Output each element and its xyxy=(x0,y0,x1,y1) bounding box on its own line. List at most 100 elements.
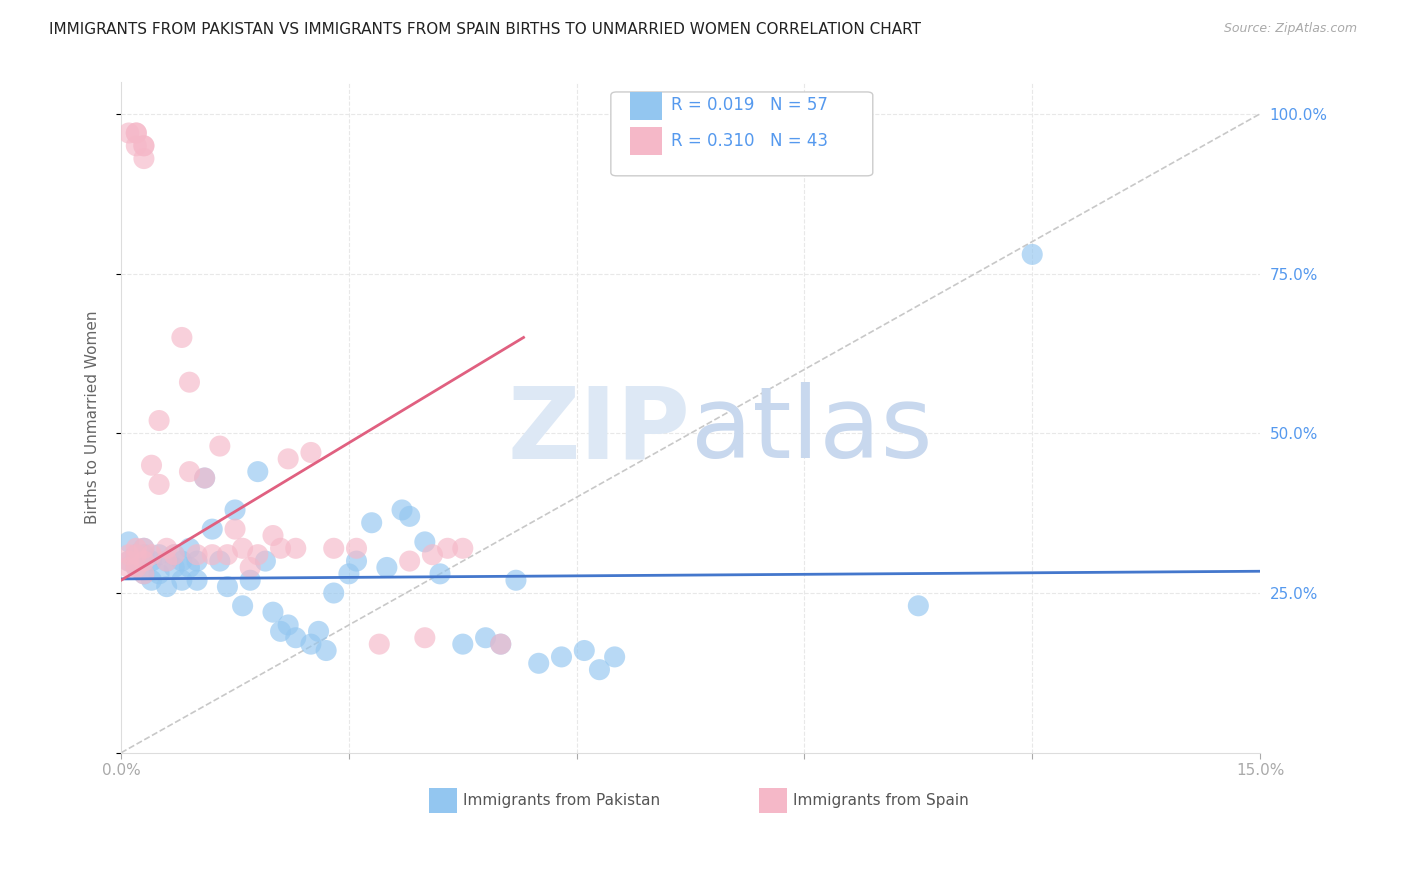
Point xyxy=(270,541,292,556)
Bar xyxy=(630,92,662,120)
Point xyxy=(1324,631,1347,645)
Point xyxy=(550,649,572,664)
Point xyxy=(299,637,322,651)
Point xyxy=(163,548,186,562)
Point xyxy=(125,126,148,140)
Point xyxy=(132,541,155,556)
Point xyxy=(322,541,344,556)
Point xyxy=(603,649,626,664)
Text: atlas: atlas xyxy=(690,383,932,479)
Point xyxy=(217,548,239,562)
Point xyxy=(208,439,231,453)
Point xyxy=(284,631,307,645)
Point xyxy=(527,657,550,671)
Point xyxy=(232,599,254,613)
Point xyxy=(186,554,208,568)
Point xyxy=(451,541,474,556)
Text: Immigrants from Pakistan: Immigrants from Pakistan xyxy=(463,793,659,808)
Point xyxy=(489,637,512,651)
Point xyxy=(201,548,224,562)
Text: Immigrants from Spain: Immigrants from Spain xyxy=(793,793,969,808)
Point xyxy=(505,573,527,587)
Point xyxy=(132,138,155,153)
Point xyxy=(132,554,155,568)
Point xyxy=(148,548,170,562)
Point xyxy=(132,541,155,556)
Point xyxy=(118,126,141,140)
FancyBboxPatch shape xyxy=(610,92,873,176)
Point xyxy=(125,560,148,574)
Point xyxy=(186,573,208,587)
Point xyxy=(156,554,179,568)
Point xyxy=(141,573,163,587)
Point xyxy=(179,465,201,479)
Point xyxy=(156,554,179,568)
Point xyxy=(156,580,179,594)
Point xyxy=(118,554,141,568)
Point xyxy=(186,548,208,562)
Point xyxy=(489,637,512,651)
Point xyxy=(125,560,148,574)
Point xyxy=(346,541,368,556)
Point xyxy=(398,554,420,568)
Bar xyxy=(429,788,457,814)
Point xyxy=(125,548,148,562)
Point xyxy=(322,586,344,600)
Point xyxy=(132,548,155,562)
Point xyxy=(170,573,193,587)
Point xyxy=(299,445,322,459)
Y-axis label: Births to Unmarried Women: Births to Unmarried Women xyxy=(86,310,100,524)
Point xyxy=(125,138,148,153)
Point xyxy=(429,566,451,581)
Point xyxy=(148,413,170,427)
Point xyxy=(262,605,284,619)
Point xyxy=(270,624,292,639)
Point xyxy=(246,548,269,562)
Point xyxy=(588,663,610,677)
Point xyxy=(413,535,436,549)
Point xyxy=(156,541,179,556)
Point xyxy=(132,566,155,581)
Point xyxy=(118,548,141,562)
Point xyxy=(163,548,186,562)
Point xyxy=(239,560,262,574)
Point xyxy=(118,554,141,568)
Point xyxy=(125,541,148,556)
Point xyxy=(170,554,193,568)
Point xyxy=(1021,247,1043,261)
Point xyxy=(413,631,436,645)
Point xyxy=(148,477,170,491)
Point xyxy=(141,548,163,562)
Point xyxy=(141,554,163,568)
Text: IMMIGRANTS FROM PAKISTAN VS IMMIGRANTS FROM SPAIN BIRTHS TO UNMARRIED WOMEN CORR: IMMIGRANTS FROM PAKISTAN VS IMMIGRANTS F… xyxy=(49,22,921,37)
Point xyxy=(132,152,155,166)
Point xyxy=(246,465,269,479)
Point xyxy=(132,138,155,153)
Point xyxy=(224,522,246,536)
Point xyxy=(346,554,368,568)
Point xyxy=(277,451,299,466)
Point xyxy=(179,541,201,556)
Point xyxy=(451,637,474,651)
Point xyxy=(254,554,277,568)
Point xyxy=(284,541,307,556)
Point xyxy=(132,566,155,581)
Text: R = 0.310: R = 0.310 xyxy=(671,132,755,150)
Point xyxy=(375,560,398,574)
Point xyxy=(201,522,224,536)
Point xyxy=(436,541,458,556)
Point xyxy=(474,631,496,645)
Point xyxy=(574,643,596,657)
Point xyxy=(262,528,284,542)
Point xyxy=(224,503,246,517)
Point xyxy=(125,548,148,562)
Text: N = 43: N = 43 xyxy=(770,132,828,150)
Bar xyxy=(759,788,787,814)
Point xyxy=(907,599,929,613)
Point xyxy=(315,643,337,657)
Point xyxy=(308,624,330,639)
Point xyxy=(422,548,444,562)
Point xyxy=(337,566,360,581)
Bar xyxy=(630,128,662,155)
Point xyxy=(239,573,262,587)
